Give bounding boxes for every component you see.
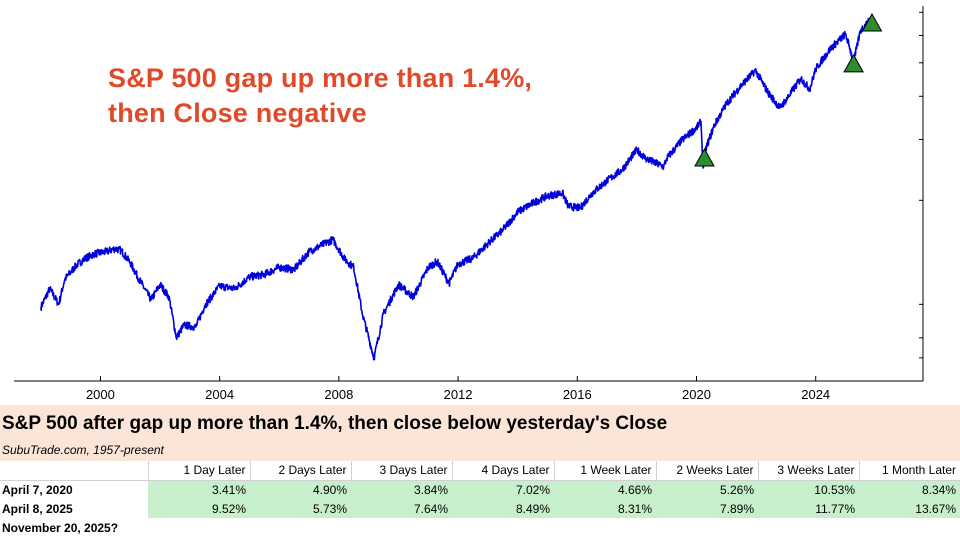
table-row: April 7, 2020 3.41% 4.90% 3.84% 7.02% 4.…	[0, 480, 960, 499]
table-cell: 3.41%	[148, 480, 250, 499]
signal-marker	[861, 12, 883, 32]
column-header: 2 Days Later	[249, 461, 351, 481]
table-cell: 9.52%	[148, 499, 250, 518]
chart-headline-line-2: then Close negative	[108, 98, 367, 128]
table-cell: 11.77%	[758, 499, 859, 518]
x-tick-label: 2000	[86, 387, 115, 402]
table-source: SubuTrade.com, 1957-present	[2, 443, 164, 457]
x-tick-label: 2012	[444, 387, 473, 402]
table-cell-empty	[656, 518, 758, 537]
table-row: November 20, 2025?	[0, 518, 960, 537]
column-header: 3 Weeks Later	[757, 461, 859, 481]
table-cell: 13.67%	[859, 499, 960, 518]
chart-area: 2000 2004 2008 2012 2016 2020 2024 S&P 500 gap…	[14, 6, 924, 402]
sp500-line	[40, 17, 873, 361]
table-cell-empty	[758, 518, 859, 537]
table-header-row: 1 Day Later 2 Days Later 3 Days Later 4 …	[0, 461, 960, 481]
column-header: 1 Week Later	[553, 461, 656, 481]
column-header: 2 Weeks Later	[655, 461, 758, 481]
results-table: 1 Day Later 2 Days Later 3 Days Later 4 …	[0, 461, 960, 537]
x-axis-ticks: 2000 2004 2008 2012 2016 2020 2024	[86, 376, 830, 402]
table-cell: 8.34%	[859, 480, 960, 499]
table-corner-cell	[0, 461, 148, 481]
column-header: 1 Month Later	[858, 461, 960, 481]
table-row: April 8, 2025 9.52% 5.73% 7.64% 8.49% 8.…	[0, 499, 960, 518]
table-cell-empty	[452, 518, 554, 537]
row-label: April 7, 2020	[2, 482, 73, 497]
column-header: 3 Days Later	[350, 461, 452, 481]
table-cell: 8.31%	[554, 499, 656, 518]
series-group	[40, 17, 873, 361]
table-title: S&P 500 after gap up more than 1.4%, the…	[2, 413, 668, 434]
table-cell-empty	[351, 518, 452, 537]
table-cell-empty	[554, 518, 656, 537]
table-cell: 4.66%	[554, 480, 656, 499]
table-cell: 5.73%	[250, 499, 351, 518]
table-cell: 7.02%	[452, 480, 554, 499]
results-panel: S&P 500 after gap up more than 1.4%, the…	[0, 405, 960, 540]
table-cell-empty	[148, 518, 250, 537]
signal-marker	[843, 53, 864, 73]
signal-marker	[694, 147, 715, 167]
row-label: April 8, 2025	[2, 501, 73, 516]
column-header: 1 Day Later	[147, 461, 250, 481]
table-cell: 7.89%	[656, 499, 758, 518]
chart-svg: 2000 2004 2008 2012 2016 2020 2024	[14, 6, 924, 402]
table-cell-empty	[250, 518, 351, 537]
column-header: 4 Days Later	[451, 461, 554, 481]
row-label: November 20, 2025?	[2, 520, 119, 535]
x-tick-label: 2020	[682, 387, 711, 402]
x-tick-label: 2004	[205, 387, 234, 402]
table-header-band	[0, 405, 960, 461]
table-cell-empty	[859, 518, 960, 537]
x-tick-label: 2024	[801, 387, 830, 402]
table-cell: 8.49%	[452, 499, 554, 518]
x-tick-label: 2016	[563, 387, 592, 402]
table-cell: 7.64%	[351, 499, 452, 518]
table-cell: 10.53%	[758, 480, 859, 499]
table-cell: 3.84%	[351, 480, 452, 499]
chart-headline-line-1: S&P 500 gap up more than 1.4%,	[108, 63, 533, 93]
x-tick-label: 2008	[324, 387, 353, 402]
axes	[14, 6, 924, 382]
table-cell: 4.90%	[250, 480, 351, 499]
table-cell: 5.26%	[656, 480, 758, 499]
markers-group	[694, 12, 883, 167]
